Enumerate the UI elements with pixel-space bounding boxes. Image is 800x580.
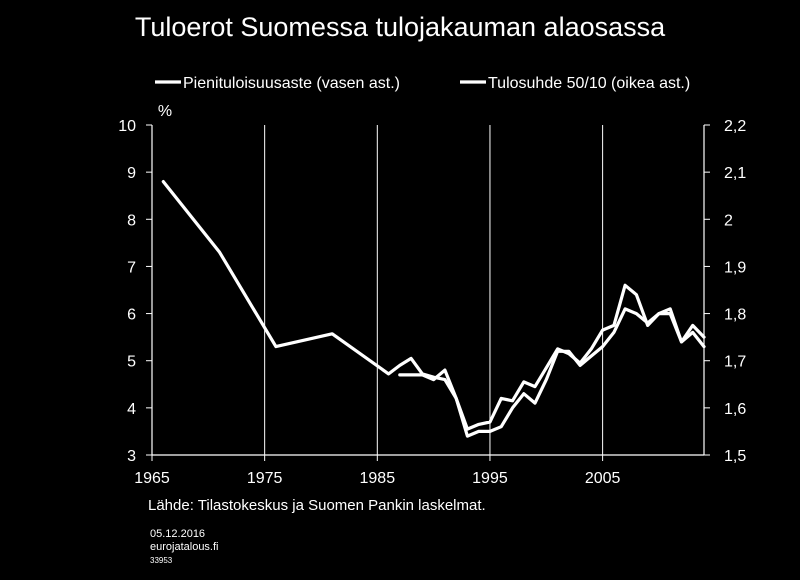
series-line-0	[161, 180, 706, 431]
y-tick-label-right: 1,6	[724, 401, 746, 418]
legend-label-0: Pienituloisuusaste (vasen ast.)	[183, 75, 400, 92]
chart-code: 33953	[150, 556, 173, 565]
y-tick-label-left: 10	[118, 118, 136, 135]
y-tick-label-left: 4	[127, 401, 136, 418]
legend: Pienituloisuusaste (vasen ast.) Tulosuhde…	[155, 75, 690, 92]
y-tick-label-right: 2	[724, 212, 733, 229]
grid-lines	[264, 125, 604, 455]
source-note: Lähde: Tilastokeskus ja Suomen Pankin la…	[148, 497, 486, 514]
series-line-1	[398, 307, 706, 438]
y-tick-label-left: 7	[127, 259, 136, 276]
y-tick-label-left: 8	[127, 212, 136, 229]
legend-label-1: Tulosuhde 50/10 (oikea ast.)	[488, 75, 690, 92]
y-tick-label-right: 2,2	[724, 118, 746, 135]
x-tick-label: 1995	[472, 470, 508, 487]
y-tick-label-right: 1,5	[724, 448, 746, 465]
y-tick-label-right: 1,8	[724, 307, 746, 324]
y-tick-label-right: 1,7	[724, 354, 746, 371]
x-tick-label: 1965	[134, 470, 170, 487]
y-tick-label-left: 5	[127, 354, 136, 371]
y-tick-label-right: 2,1	[724, 165, 746, 182]
y-tick-label-right: 1,9	[724, 259, 746, 276]
y-axis-unit: %	[158, 103, 172, 120]
chart-title: Tuloerot Suomessa tulojakauman alaosassa	[134, 12, 666, 42]
publication-date: 05.12.2016	[150, 528, 206, 540]
y-tick-label-left: 3	[127, 448, 136, 465]
series-layer	[161, 180, 706, 438]
y-tick-label-left: 9	[127, 165, 136, 182]
y-tick-label-left: 6	[127, 307, 136, 324]
x-tick-label: 1985	[360, 470, 396, 487]
tick-labels: 3 4 5 6 7 8 9 10 1,5 1,6 1,7 1,8 1,9 2 2,1 2,2 1965 1975 1…	[118, 103, 746, 487]
x-tick-label: 1975	[247, 470, 283, 487]
chart-axes	[146, 124, 710, 461]
site-name: eurojatalous.fi	[150, 541, 219, 553]
x-tick-label: 2005	[585, 470, 621, 487]
